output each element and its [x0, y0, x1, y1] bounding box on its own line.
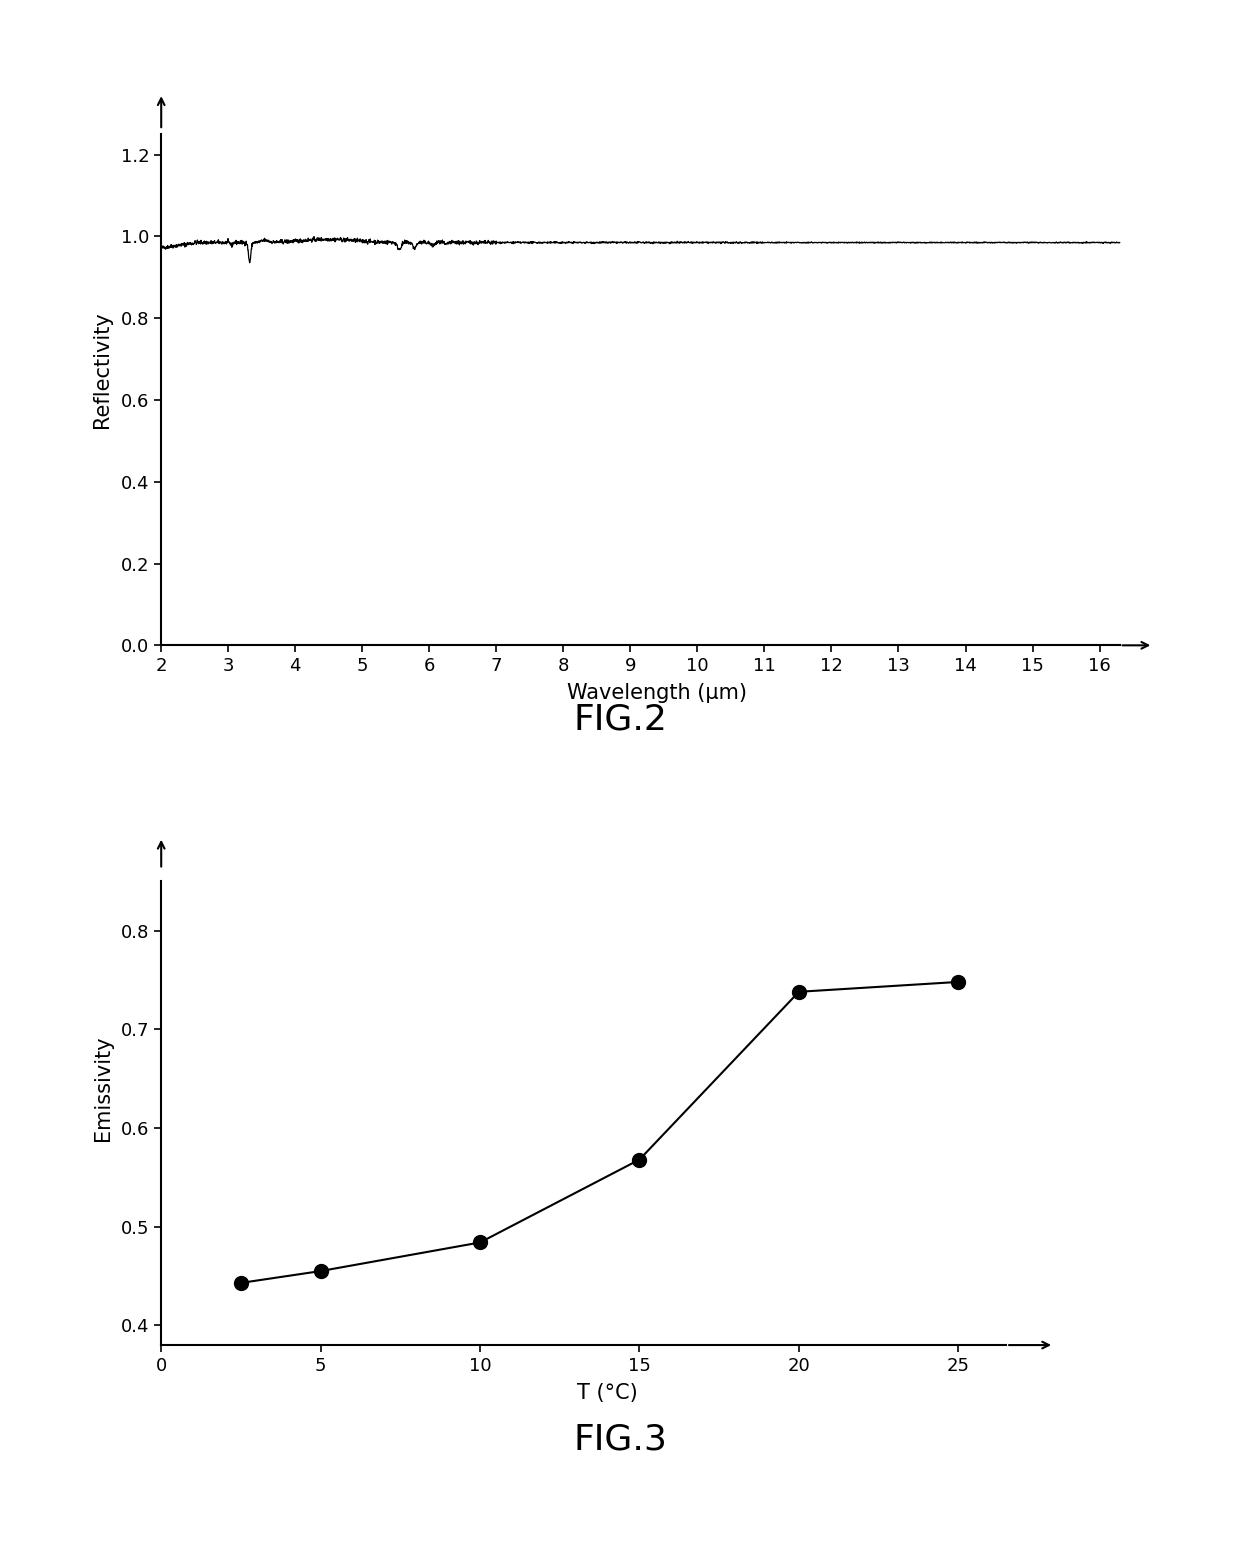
Text: FIG.3: FIG.3 — [573, 1423, 667, 1457]
X-axis label: T (°C): T (°C) — [578, 1384, 637, 1403]
Y-axis label: Reflectivity: Reflectivity — [93, 311, 113, 428]
Text: FIG.2: FIG.2 — [573, 703, 667, 737]
X-axis label: Wavelength (μm): Wavelength (μm) — [567, 684, 748, 703]
Y-axis label: Emissivity: Emissivity — [93, 1036, 113, 1141]
